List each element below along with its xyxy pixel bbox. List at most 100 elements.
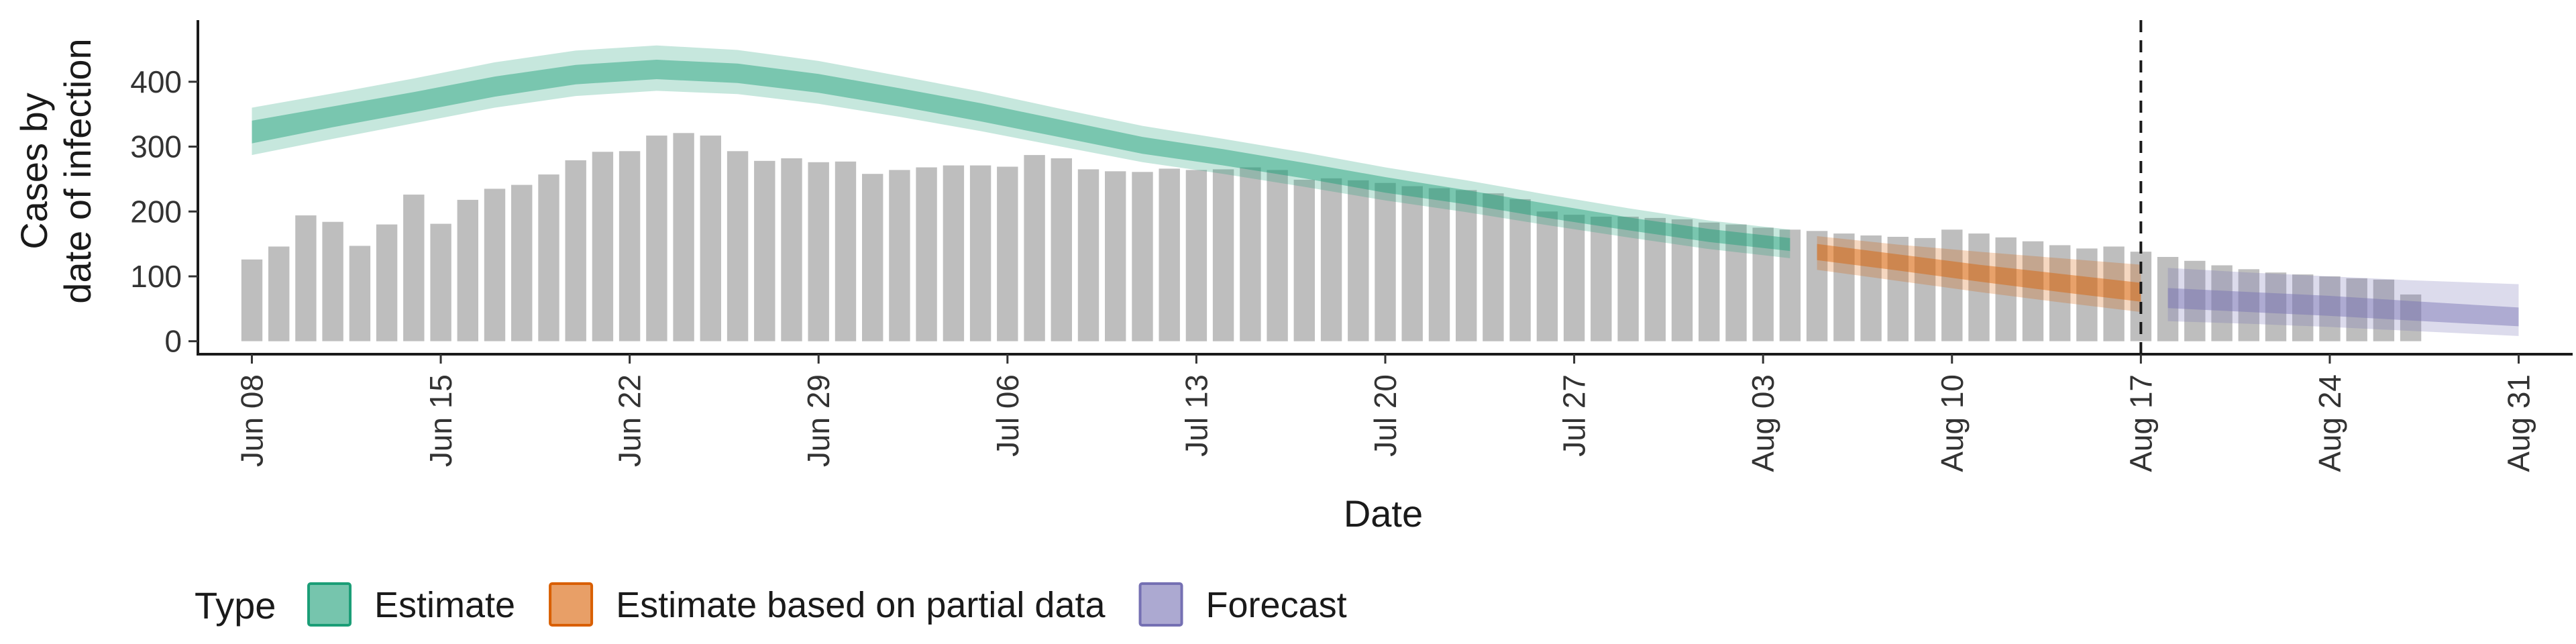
x-tick-label: Aug 10: [1935, 374, 1970, 472]
reported-cases-bars: [241, 133, 2422, 341]
case-bar: [1212, 169, 1234, 341]
case-bar: [1401, 186, 1423, 341]
x-tick-label: Jul 06: [990, 374, 1025, 457]
case-bar: [1833, 233, 1855, 341]
case-bar: [2184, 260, 2206, 341]
case-bar: [376, 224, 398, 341]
case-bar: [1644, 217, 1666, 341]
case-bar: [1995, 237, 2017, 341]
case-bar: [781, 158, 802, 341]
case-bar: [2400, 294, 2422, 341]
estimate-based-on-partial-data-legend-label: Estimate based on partial data: [616, 585, 1106, 625]
case-bar: [1132, 172, 1153, 341]
case-bar: [619, 151, 641, 341]
case-bar: [997, 166, 1018, 341]
case-bar: [2265, 272, 2287, 341]
case-bar: [1563, 215, 1585, 341]
case-bar: [1968, 233, 1990, 341]
case-bar: [322, 221, 343, 341]
case-bar: [1320, 178, 1342, 341]
estimate-based-on-partial-data-90-band: [1817, 236, 2141, 313]
case-bar: [1077, 169, 1099, 341]
x-tick-label: Jun 15: [423, 374, 458, 467]
case-bar: [862, 174, 883, 341]
case-bar: [754, 160, 775, 341]
case-bar: [969, 165, 991, 341]
case-bar: [1293, 179, 1315, 341]
x-tick-label: Jul 20: [1368, 374, 1403, 457]
case-bar: [1105, 171, 1126, 341]
forecast-legend-label: Forecast: [1206, 585, 1347, 625]
case-bar: [2238, 269, 2259, 341]
case-bar: [835, 161, 857, 341]
x-tick-label: Aug 03: [1746, 374, 1780, 472]
case-bar: [646, 136, 667, 341]
case-bar: [2103, 246, 2125, 341]
y-tick-label: 0: [164, 324, 182, 359]
y-tick-label: 200: [130, 194, 182, 229]
case-bar: [1159, 168, 1180, 341]
forecast-90-band: [2167, 268, 2519, 336]
x-tick-label: Jun 22: [612, 374, 647, 467]
case-bar: [808, 162, 829, 341]
case-bar: [1752, 227, 1774, 341]
case-bar: [430, 223, 451, 341]
case-bar: [2346, 278, 2367, 341]
case-bar: [1699, 222, 1720, 341]
case-bar: [295, 215, 317, 341]
case-bar: [538, 174, 559, 341]
estimate-based-on-partial-data-legend-key: [549, 582, 594, 627]
x-tick-label: Jun 29: [801, 374, 836, 467]
case-bar: [673, 133, 694, 341]
forecast-50-band: [2167, 288, 2519, 327]
case-bar: [457, 199, 478, 341]
case-bar: [1779, 229, 1801, 341]
case-bar: [1887, 237, 1909, 341]
case-bar: [2319, 276, 2341, 341]
estimate-based-on-partial-data-50-band: [1817, 244, 2141, 302]
x-tick-label: Jul 13: [1179, 374, 1214, 457]
case-bar: [889, 170, 910, 341]
forecast-legend-key: [1138, 582, 1183, 627]
y-axis-title-line-1: Cases by: [13, 93, 55, 249]
x-axis-title: Date: [1344, 492, 1423, 535]
case-bar: [511, 184, 533, 341]
case-bar: [1617, 217, 1639, 341]
case-bar: [349, 246, 371, 341]
x-tick-label: Jul 27: [1557, 374, 1592, 457]
case-bar: [1536, 211, 1558, 341]
case-bar: [592, 152, 614, 341]
case-bar: [2022, 241, 2044, 341]
x-tick-label: Aug 31: [2502, 374, 2536, 472]
case-bar: [1725, 224, 1747, 341]
case-bar: [1267, 170, 1288, 341]
case-bar: [1428, 188, 1450, 341]
case-bar: [268, 246, 290, 341]
case-bar: [1671, 219, 1693, 341]
case-bar: [565, 160, 586, 341]
y-axis-ticks: 0 100 200 300 400: [130, 64, 198, 359]
case-bar: [1591, 217, 1612, 341]
case-bar: [403, 195, 425, 341]
case-bar: [1860, 235, 1882, 341]
case-bar: [2049, 245, 2071, 341]
case-bar: [1024, 155, 1045, 341]
estimate-legend-key: [307, 582, 352, 627]
case-bar: [1483, 193, 1504, 341]
case-bar: [1806, 231, 1828, 341]
case-bar: [1051, 158, 1072, 341]
case-bar: [2076, 248, 2098, 341]
legend-title: Type: [195, 584, 276, 627]
case-bar: [241, 259, 263, 341]
case-bar: [1941, 229, 1963, 341]
y-tick-label: 300: [130, 129, 182, 164]
x-tick-label: Aug 17: [2123, 374, 2158, 472]
case-bar: [1185, 170, 1208, 341]
x-tick-label: Jun 08: [235, 374, 270, 467]
estimate-bands: [252, 45, 2519, 336]
x-axis-ticks: Jun 08 Jun 15 Jun 22 Jun 29 Jul 06 Jul 13 Jul …: [235, 354, 2536, 472]
case-bar: [2373, 279, 2395, 341]
case-bar: [916, 167, 937, 341]
case-bar: [727, 151, 749, 341]
